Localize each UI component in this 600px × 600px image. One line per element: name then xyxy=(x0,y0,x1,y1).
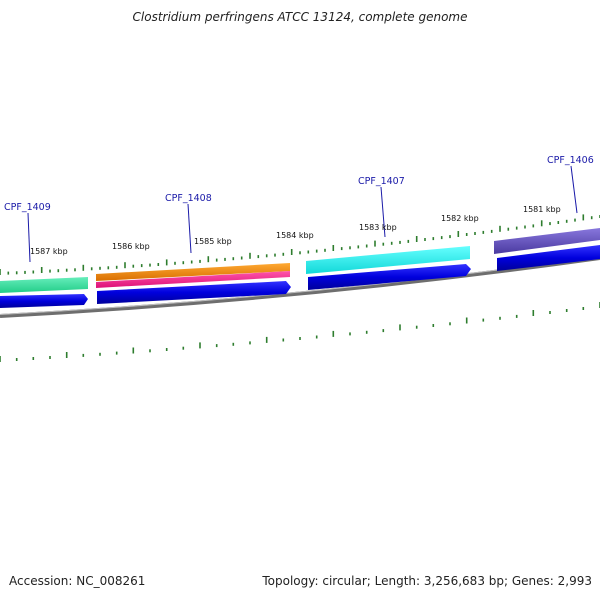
feature-band-pink xyxy=(96,271,290,288)
feature-band-purple xyxy=(494,228,600,254)
kbp-label-1581: 1581 kbp xyxy=(523,205,561,214)
feature-band-orange xyxy=(96,263,290,281)
outer-tick-marks xyxy=(0,214,600,275)
kbp-label-1586: 1586 kbp xyxy=(112,242,150,251)
genome-summary-text: Topology: circular; Length: 3,256,683 bp… xyxy=(262,574,592,588)
map-title: Clostridium perfringens ATCC 13124, comp… xyxy=(132,10,468,24)
gene-label-cpf-1409[interactable]: CPF_1409 xyxy=(4,202,51,213)
cds-arrow-cpf-1409 xyxy=(0,294,88,308)
gene-label-cpf-1408[interactable]: CPF_1408 xyxy=(165,193,212,204)
kbp-label-1583: 1583 kbp xyxy=(359,223,397,232)
gene-leader-cpf-1407 xyxy=(380,186,386,238)
cds-arrow-cpf-1407 xyxy=(308,264,471,290)
kbp-label-1584: 1584 kbp xyxy=(276,231,314,240)
kbp-label-1585: 1585 kbp xyxy=(194,237,232,246)
gene-label-cpf-1407[interactable]: CPF_1407 xyxy=(358,176,405,187)
backbone-arc xyxy=(0,256,600,318)
cds-arrow-cpf-1408 xyxy=(97,281,291,304)
inner-tick-marks xyxy=(0,302,600,362)
gene-label-cpf-1406[interactable]: CPF_1406 xyxy=(547,155,594,166)
kbp-label-1582: 1582 kbp xyxy=(441,214,479,223)
feature-band-green xyxy=(0,277,88,293)
feature-band-cyan xyxy=(306,246,470,274)
accession-text: Accession: NC_008261 xyxy=(9,574,146,588)
kbp-label-1587: 1587 kbp xyxy=(30,247,68,256)
gene-leader-cpf-1409 xyxy=(27,212,31,263)
gene-leader-cpf-1408 xyxy=(187,203,192,254)
cds-arrow-cpf-1406 xyxy=(497,245,600,271)
gene-leader-cpf-1406 xyxy=(570,165,578,214)
